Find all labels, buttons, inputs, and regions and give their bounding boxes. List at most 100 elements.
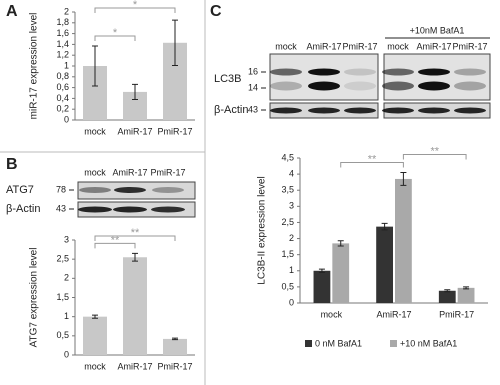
y-tick-label: 3 [64, 234, 69, 244]
blot-band [270, 68, 302, 76]
panel-label: B [6, 156, 18, 173]
blot-band [382, 81, 414, 91]
blot-band [382, 68, 414, 76]
row-label: ATG7 [6, 184, 34, 196]
y-tick-label: 1 [64, 311, 69, 321]
legend-label: 0 nM BafA1 [315, 338, 362, 348]
bar [83, 316, 107, 355]
y-tick-label: 1,8 [56, 17, 69, 27]
x-tick-label: mock [321, 309, 343, 319]
legend-swatch [390, 340, 397, 347]
panel-label: C [210, 3, 222, 20]
y-tick-label: 0,4 [56, 93, 69, 103]
bar [376, 226, 393, 303]
blot-band [152, 187, 184, 193]
y-tick-label: 0,6 [56, 82, 69, 92]
y-axis-label: ATG7 expression level [29, 248, 40, 348]
significance-bracket [94, 235, 176, 241]
y-tick-label: 2,5 [56, 254, 69, 264]
y-axis-label: LC3B-II expression level [257, 176, 268, 284]
blot-band [344, 68, 376, 76]
error-bar [172, 19, 178, 66]
lane-label: AmiR-17 [416, 41, 451, 51]
blot-band [270, 81, 302, 91]
blot-band [270, 107, 302, 114]
bar [457, 287, 475, 303]
blot-band [344, 107, 376, 114]
y-tick-label: 2 [289, 233, 294, 243]
row-label: β-Actin [214, 104, 248, 116]
error-bar [318, 268, 325, 273]
y-tick-label: 4,5 [281, 152, 294, 162]
blot-band [114, 187, 146, 193]
y-tick-label: 1,6 [56, 28, 69, 38]
significance-label: * [133, 0, 138, 11]
marker: 43 [248, 104, 258, 114]
lane-label: PmiR-17 [342, 41, 377, 51]
legend-swatch [305, 340, 312, 347]
error-bar [381, 222, 388, 231]
marker: 16 [248, 66, 258, 76]
blot [383, 53, 491, 101]
significance-bracket [402, 154, 467, 160]
blot-band [454, 107, 486, 114]
x-tick-label: PmiR-17 [439, 309, 474, 319]
y-tick-label: 0 [289, 297, 294, 307]
y-tick-label: 3 [289, 201, 294, 211]
significance-label: ** [111, 234, 120, 246]
blot-band [454, 68, 486, 76]
y-tick-label: 0,2 [56, 104, 69, 114]
x-tick-label: AmiR-17 [117, 126, 152, 136]
x-tick-label: mock [84, 126, 106, 136]
error-bar [132, 252, 138, 262]
blot-band [78, 206, 112, 213]
blot-band [454, 81, 486, 91]
row-label: β-Actin [6, 203, 40, 215]
blot-band [344, 81, 376, 91]
y-tick-label: 1,2 [56, 50, 69, 60]
marker: 78 [56, 184, 66, 194]
significance-label: ** [430, 145, 439, 157]
lane-label: PmiR-17 [150, 167, 185, 177]
y-tick-label: 0,5 [281, 281, 294, 291]
bar [313, 270, 331, 303]
x-tick-label: mock [84, 361, 106, 371]
bar [438, 290, 456, 303]
y-tick-label: 2 [64, 273, 69, 283]
y-tick-label: 1 [64, 60, 69, 70]
y-tick-label: 1 [289, 265, 294, 275]
lane-label: PmiR-17 [452, 41, 487, 51]
y-tick-label: 2 [64, 6, 69, 16]
y-tick-label: 2,5 [281, 217, 294, 227]
lane-label: mock [84, 167, 106, 177]
marker: 43 [56, 203, 66, 213]
x-tick-label: PmiR-17 [157, 126, 192, 136]
y-tick-label: 1,4 [56, 39, 69, 49]
significance-bracket [94, 7, 176, 13]
x-tick-label: PmiR-17 [157, 361, 192, 371]
y-tick-label: 0 [64, 349, 69, 359]
blot-band [113, 206, 147, 213]
y-tick-label: 0,5 [56, 330, 69, 340]
panel-label: A [6, 3, 18, 20]
blot-band [79, 187, 111, 193]
significance-bracket [94, 35, 136, 42]
lane-label: mock [275, 41, 297, 51]
lane-label: mock [387, 41, 409, 51]
error-bar [463, 286, 470, 290]
blot-band [382, 107, 414, 114]
y-tick-label: 3,5 [281, 185, 294, 195]
significance-label: ** [131, 227, 140, 239]
blot-band [418, 81, 450, 91]
row-label: LC3B [214, 73, 242, 85]
error-bar [132, 83, 138, 100]
error-bar [400, 172, 407, 186]
blot [269, 53, 379, 101]
significance-bracket [340, 162, 404, 168]
blot-band [308, 68, 340, 76]
lane-label: AmiR-17 [112, 167, 147, 177]
bar [395, 178, 412, 303]
blot-band [308, 81, 340, 91]
lane-label: AmiR-17 [306, 41, 341, 51]
